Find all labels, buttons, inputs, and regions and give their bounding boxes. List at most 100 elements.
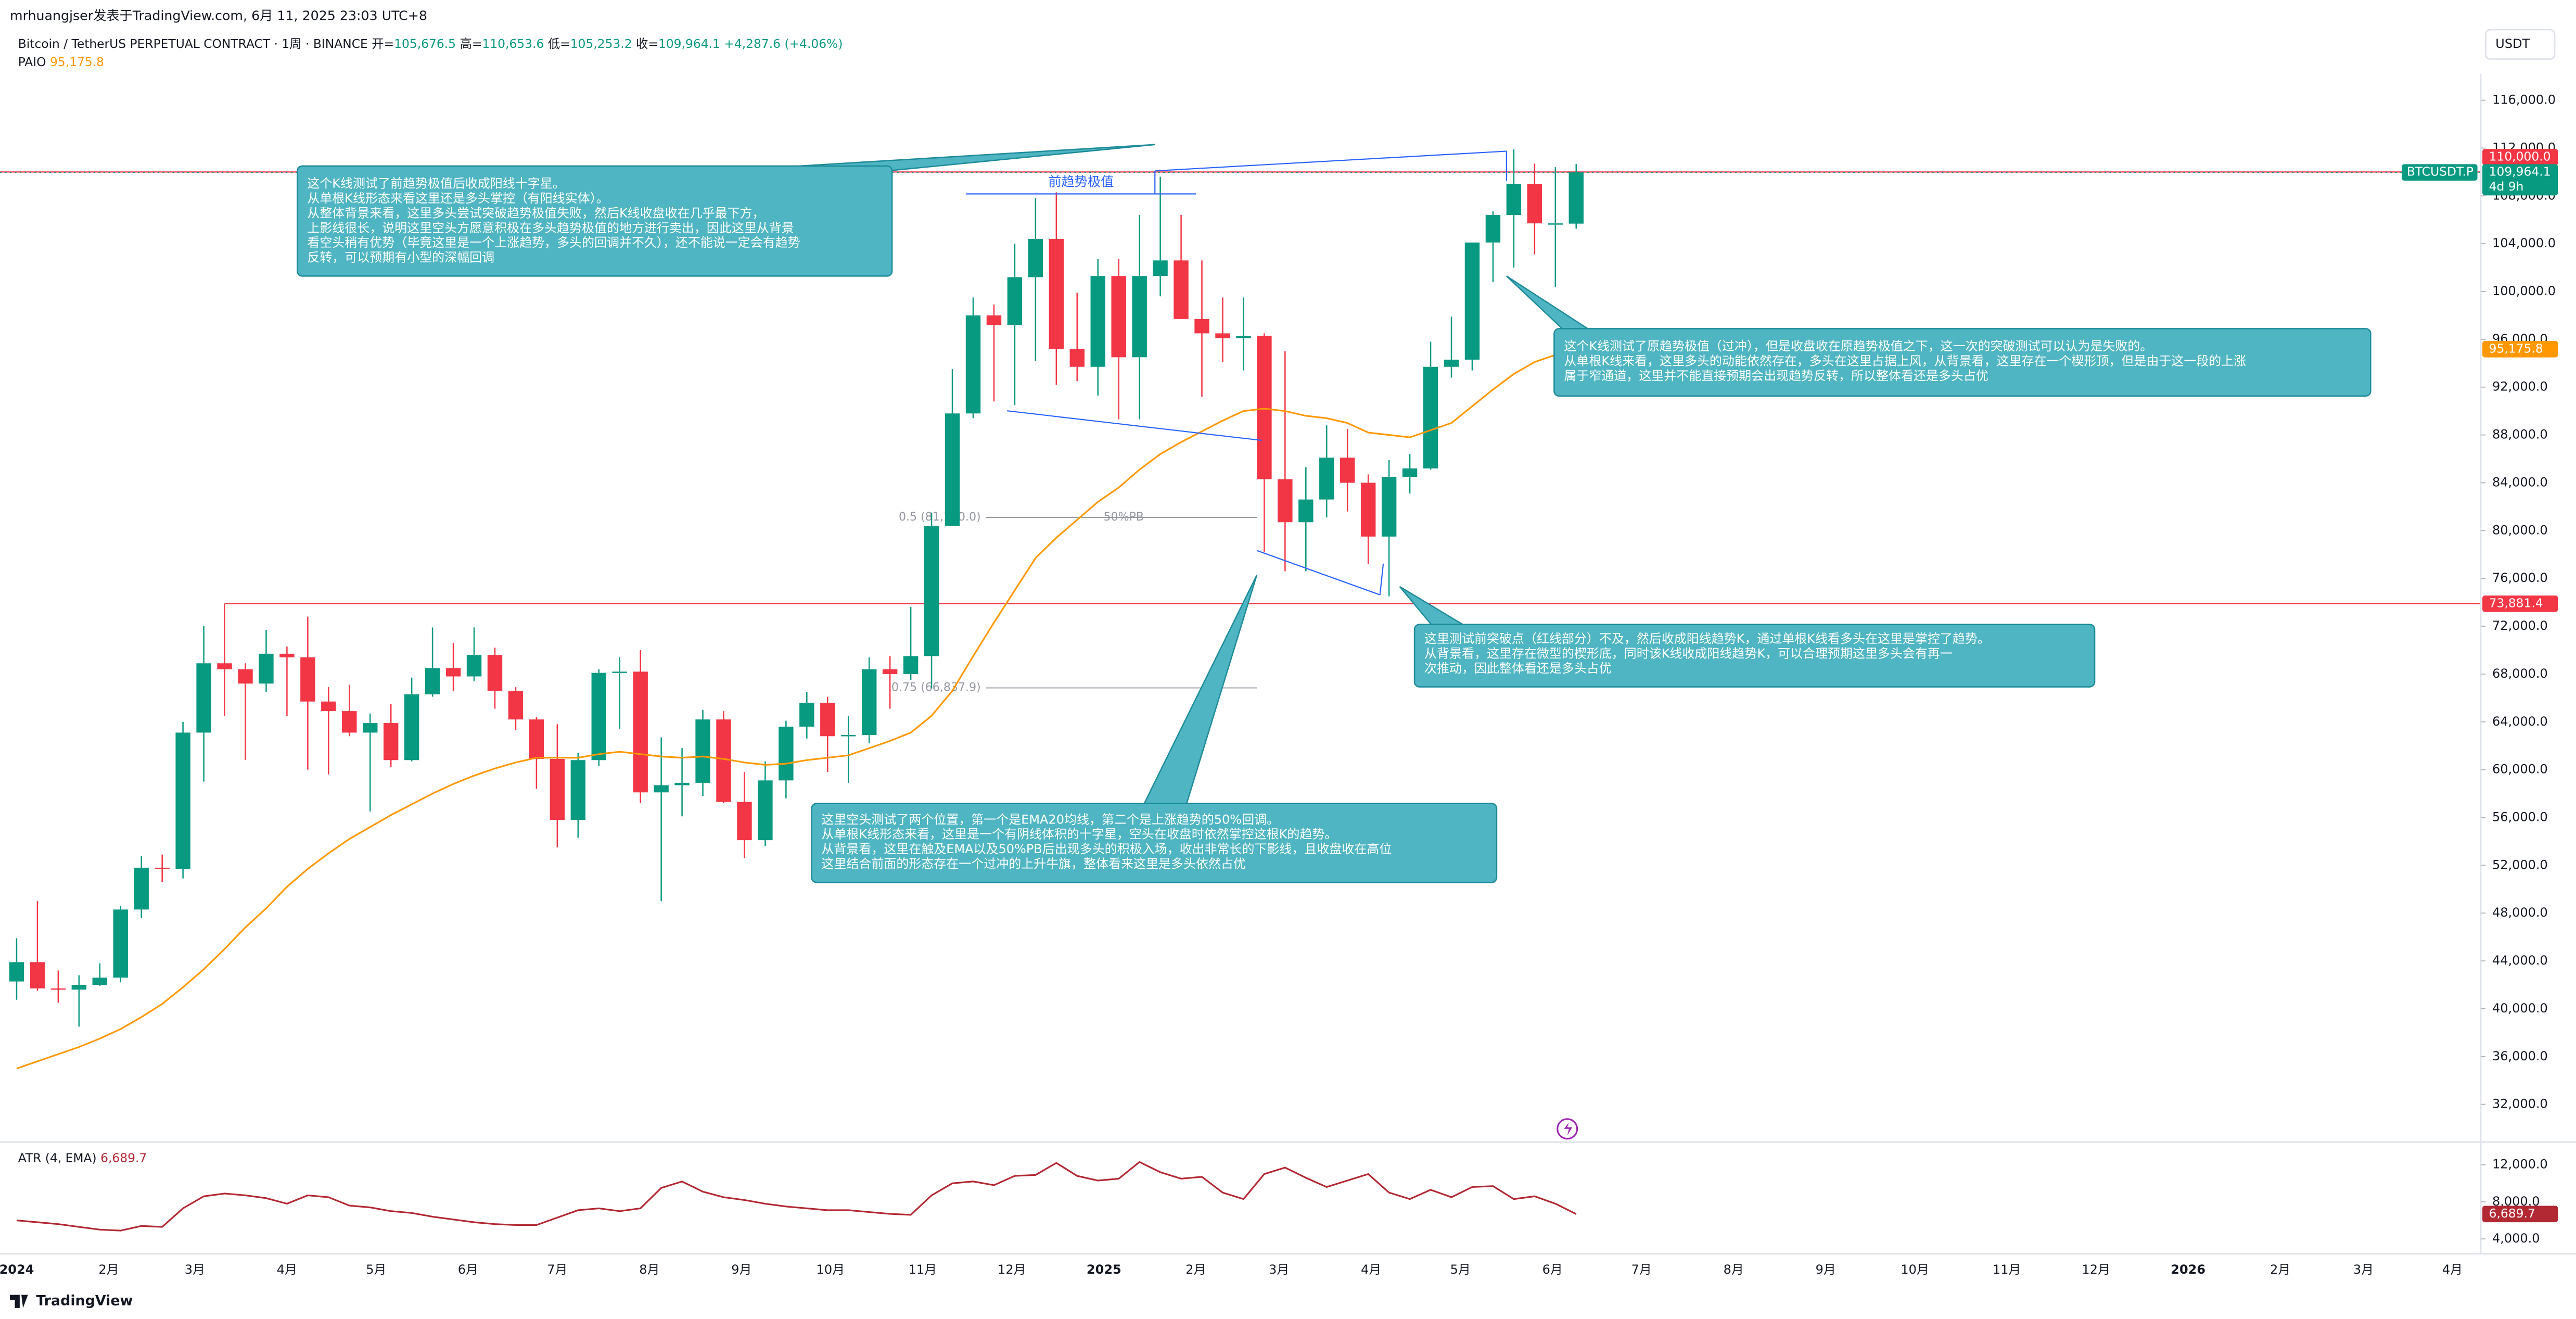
candle-body [1402,468,1418,477]
callout-line: 这个K线测试了原趋势极值（过冲），但是收盘收在原趋势极值之下，这一次的突破测试可… [1564,339,2152,353]
ohlc-value: 105,253.2 [570,36,632,51]
candle-body [113,909,128,978]
candle-body [508,691,524,720]
candle-body [383,723,399,760]
candle-body [570,760,586,820]
price-badge-label: 110,000.0 [2489,149,2551,163]
x-tick-label: 5月 [1450,1262,1471,1277]
candle-body [799,703,814,727]
price-badge [2482,149,2558,166]
candle-body [965,315,981,414]
ema-line [16,348,1577,1070]
wedge-bottom-line [1256,550,1381,595]
callout-line: 从背景看，这里存在微型的楔形底，同时该K线收成阳线趋势K，可以合理预期这里多头会… [1424,646,1953,661]
callout-box [1553,328,2371,397]
ohlc-value: 109,964.1 [658,36,720,51]
candle-body [1360,483,1376,537]
candle-body [196,663,211,733]
y-tick-label: 52,000.0 [2492,857,2548,872]
wedge-top-line [1155,150,1507,172]
callout-line: 这个K线测试了前趋势极值后收成阳线十字星。 [307,176,565,191]
callout-line: 从背景看，这里在触及EMA以及50%PB后出现多头的积极入场，收出非常长的下影线… [821,842,1392,856]
candle-body [487,655,503,691]
y-tick-label: 76,000.0 [2492,570,2548,585]
x-tick-label: 10月 [1901,1262,1929,1277]
indicator-badge [2482,341,2558,358]
x-tick-label: 10月 [817,1262,845,1277]
alert-icon[interactable] [1557,1118,1578,1140]
currency-button[interactable] [2484,29,2556,60]
callout-line: 属于窄通道，这里并不能直接预期会出现趋势反转，所以整体看还是多头占优 [1564,369,1988,383]
callout-text: 这个K线测试了前趋势极值后收成阳线十字星。从单根K线形态来看这里还是多头掌控（有… [307,176,800,265]
callout-line: 看空头稍有优势（毕竟这里是一个上涨趋势，多头的回调并不久），还不能说一定会有趋势 [307,235,800,250]
candle-body [425,668,440,694]
candle-body [445,668,461,677]
candle-body [1090,276,1105,367]
price-badge-label: 73,881.4 [2489,595,2543,610]
candle-body [1278,479,1293,523]
y-tick-label: 88,000.0 [2492,427,2548,442]
symbol-legend: Bitcoin / TetherUS PERPETUAL CONTRACT · … [18,36,843,51]
y-tick-label: 32,000.0 [2492,1097,2548,1111]
callout-line: 这里结合前面的形态存在一个过冲的上升牛旗，整体看来这里是多头依然占优 [821,857,1245,871]
footer-logo-mark [9,1295,28,1308]
candle-body [591,673,606,760]
callout-line: 从单根K线形态来看这里还是多头掌控（有阳线实体）。 [307,191,608,206]
x-tick-label: 2月 [98,1262,119,1277]
ohlc-value: 110,653.6 [482,36,544,51]
candle-body [175,732,190,869]
x-tick-label: 2024 [0,1262,34,1277]
indicator-value: 95,175.8 [50,54,104,69]
candle-body [30,962,45,988]
y-tick-label: 12,000.0 [2492,1157,2548,1172]
axis-layer: 32,000.0 36,000.0 40,000.0 44,000.0 48,000.0… [0,93,2558,1277]
y-tick-label: 92,000.0 [2492,379,2548,394]
candle-body [716,719,731,802]
atr-legend: ATR (4, EMA) 6,689.7 [18,1150,147,1165]
y-tick-label: 60,000.0 [2492,762,2548,777]
currency[interactable]: USDT [2495,36,2530,51]
candle-body [1444,359,1459,367]
y-tick-label: 40,000.0 [2492,1001,2548,1016]
atr-line [16,1161,1577,1232]
ohlc-value: 105,676.5 [394,36,456,51]
indicator-value: 6,689.7 [100,1150,147,1165]
candle-body [674,782,690,785]
wedge-marker [1379,563,1384,595]
callout-text: 这里测试前突破点（红线部分）不及，然后收成阳线趋势K，通过单根K线看多头在这里是… [1424,631,1990,676]
fib-label: 0.75 (66,837.9) [891,681,981,694]
x-tick-label: 2月 [2270,1262,2290,1277]
callout-line: 反转，可以预期有小型的深幅回调 [307,250,494,265]
x-tick-label: 9月 [731,1262,751,1277]
x-tick-label: 3月 [1269,1262,1289,1277]
candle-body [1111,276,1126,358]
candle-body [820,703,835,737]
y-tick-label: 104,000.0 [2492,236,2556,250]
candle-body [612,671,627,673]
x-tick-label: 11月 [1993,1262,2021,1277]
candle-body [1257,335,1272,479]
candle-body [466,655,482,677]
callout-line: 从单根K线来看，这里多头的动能依然存在，多头在这里占据上风，从背景看，这里存在一… [1564,354,2246,369]
candle-body [758,780,773,841]
ohlc-key: 开= [372,36,394,51]
candle-body [1527,184,1542,224]
candle-body [1381,476,1397,537]
candle-body [1298,499,1313,523]
y-tick-label: 56,000.0 [2492,809,2548,824]
candle-body [1423,366,1438,468]
candle-body [924,526,939,656]
x-tick-label: 11月 [909,1262,937,1277]
y-tick-label: 44,000.0 [2492,953,2548,968]
indicator-legend: PAIO 95,175.8 [18,54,104,69]
callout-box [1413,624,2096,688]
candle-body [363,723,378,733]
candle-body [50,988,66,990]
candle-body [529,719,544,759]
plot-layer: 0.5 (81,100.0) 50%PB 0.75 (66,837.9) [0,149,2481,1232]
indicator-name: ATR (4, EMA) [18,1150,97,1165]
candle-body [1340,458,1355,483]
x-tick-label: 6月 [458,1262,478,1277]
